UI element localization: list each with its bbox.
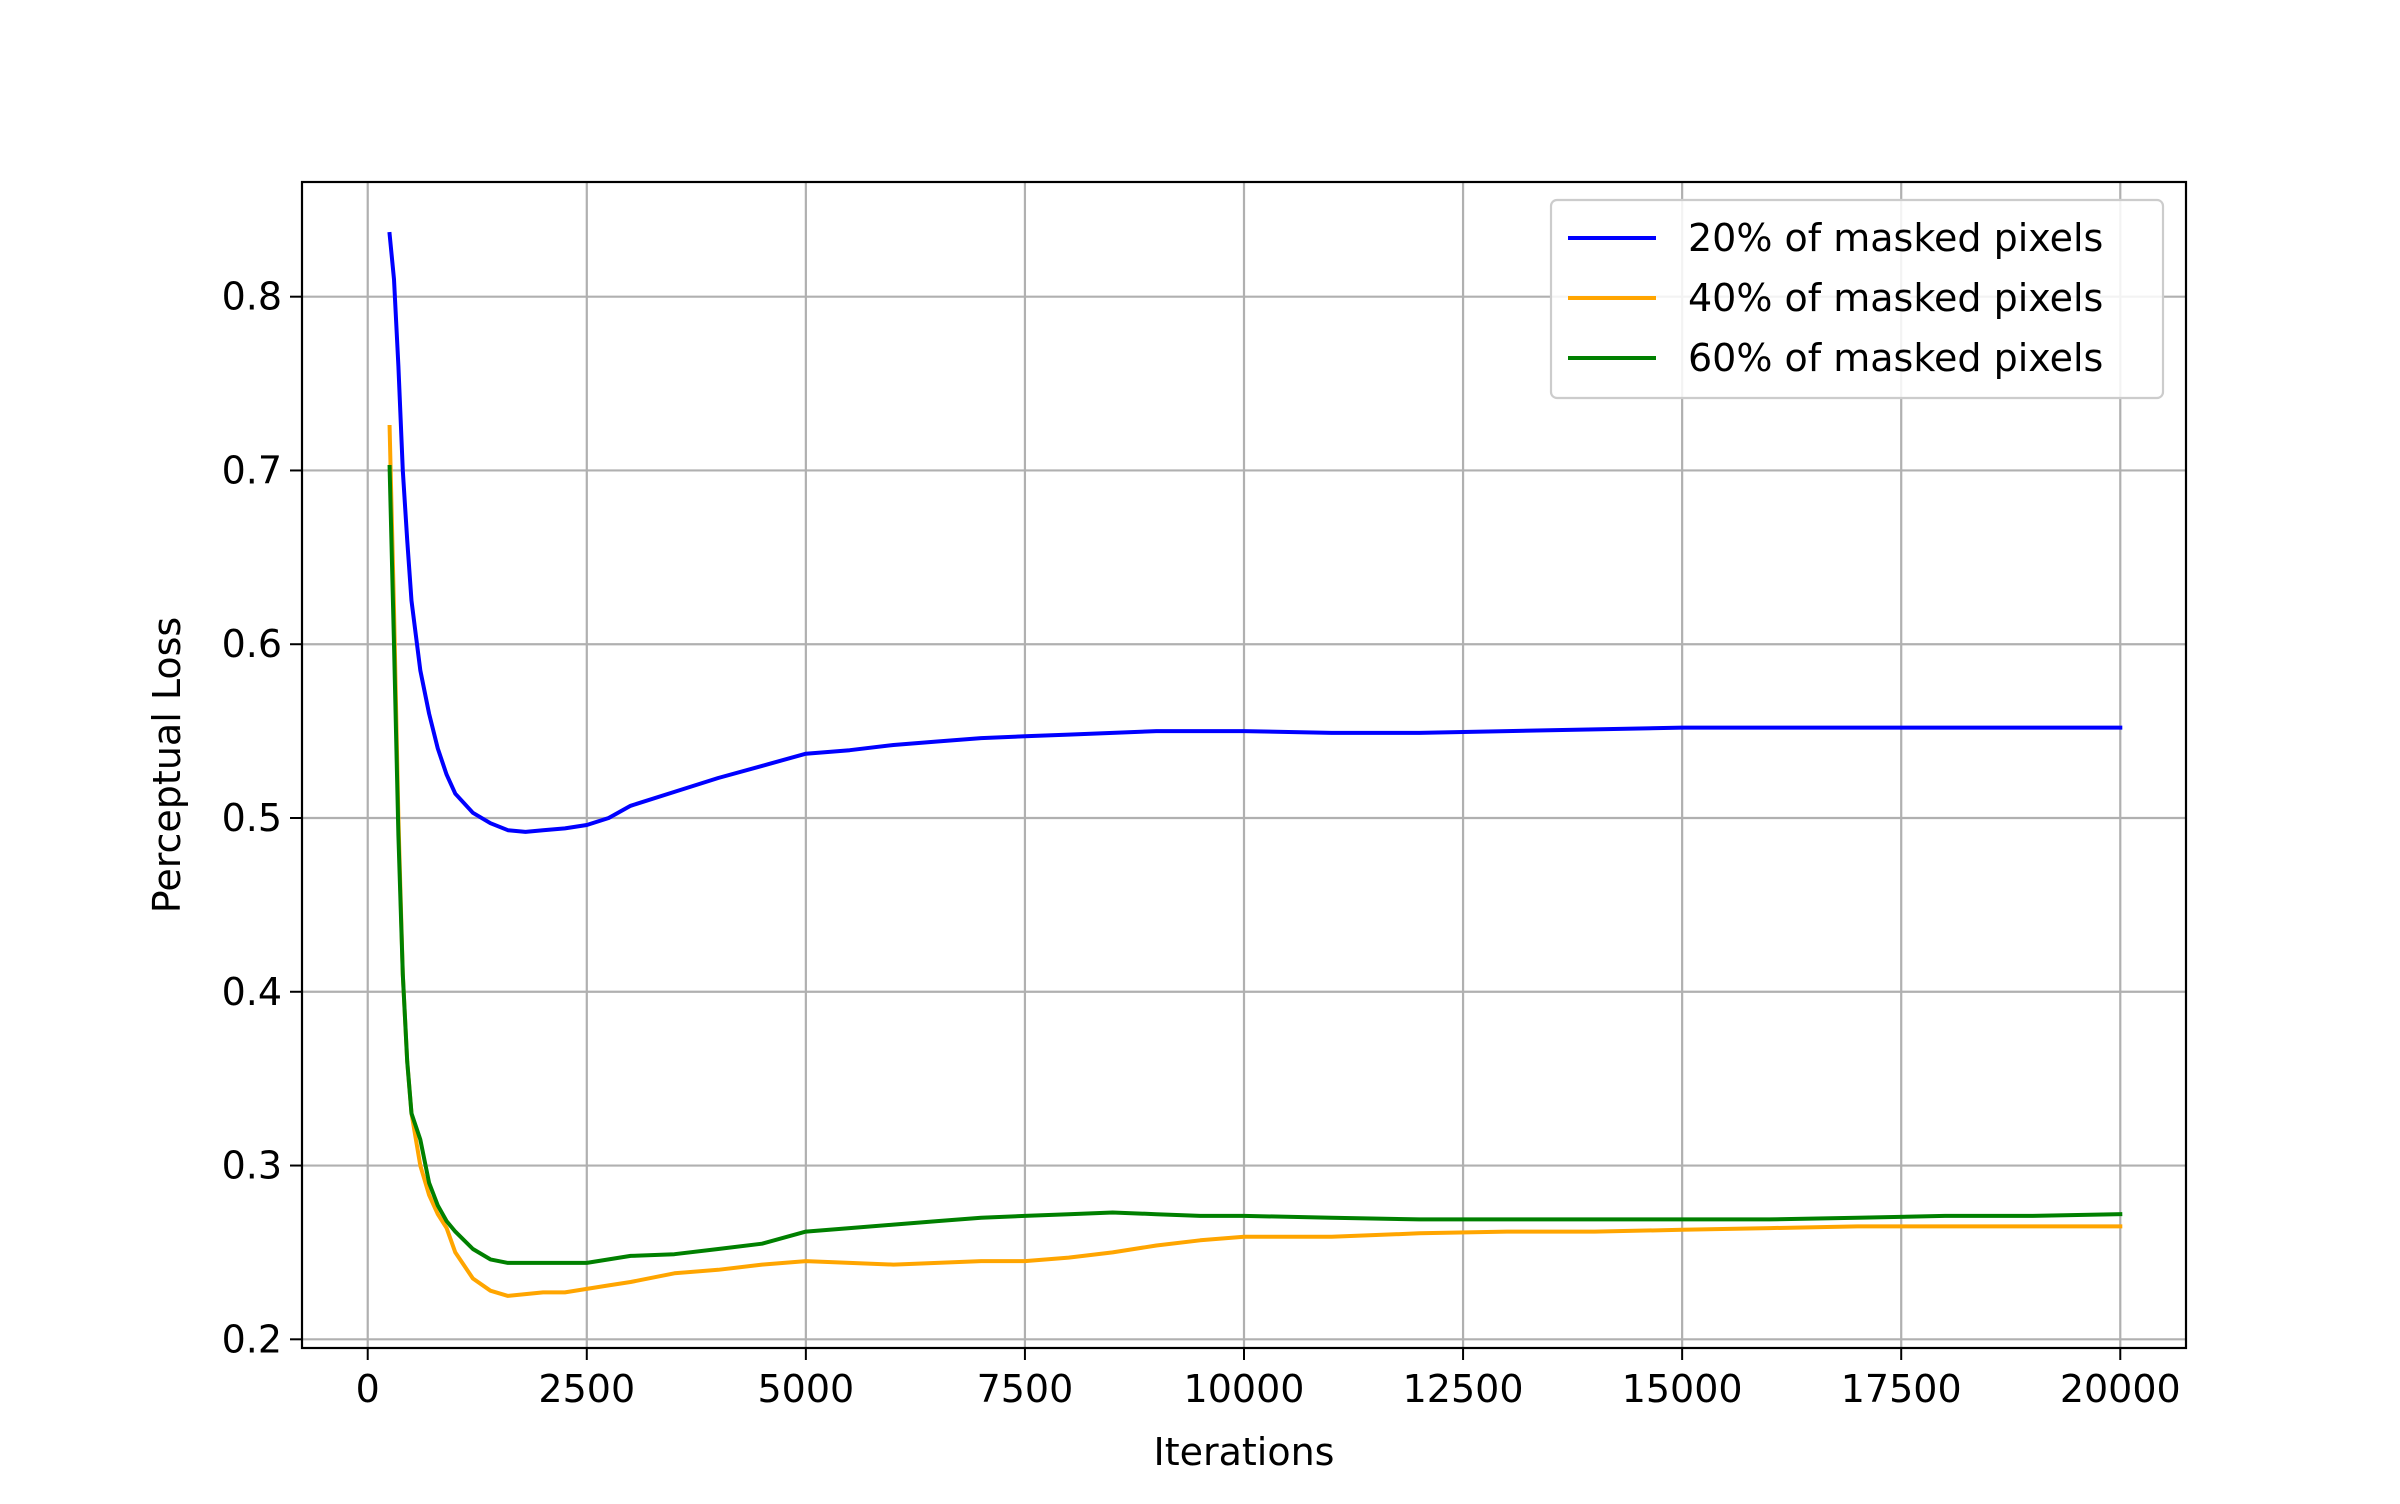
x-tick-label: 0 bbox=[356, 1367, 380, 1411]
x-axis-ticks: 0 2500 5000 7500 10000 12500 15000 17500 20000 bbox=[356, 1348, 2181, 1411]
x-tick-label: 20000 bbox=[2060, 1367, 2181, 1411]
y-axis-label: Perceptual Loss bbox=[145, 617, 189, 913]
series-line-2 bbox=[387, 424, 2123, 1298]
legend: 20% of masked pixels 40% of masked pixels… bbox=[1549, 198, 2165, 400]
legend-box bbox=[1549, 198, 2165, 400]
x-tick-label: 17500 bbox=[1841, 1367, 1962, 1411]
y-tick-label: 0.7 bbox=[222, 448, 282, 492]
y-tick-label: 0.5 bbox=[222, 796, 282, 840]
series-line-1 bbox=[387, 231, 2123, 834]
y-tick-label: 0.6 bbox=[222, 622, 282, 666]
legend-label-1: 20% of masked pixels bbox=[1688, 216, 2103, 260]
y-tick-label: 0.8 bbox=[222, 275, 282, 319]
x-tick-label: 2500 bbox=[538, 1367, 635, 1411]
y-tick-label: 0.3 bbox=[222, 1144, 282, 1188]
legend-items: 20% of masked pixels 40% of masked pixels… bbox=[1568, 216, 2103, 380]
x-tick-label: 7500 bbox=[977, 1367, 1074, 1411]
x-tick-label: 10000 bbox=[1184, 1367, 1305, 1411]
x-tick-label: 5000 bbox=[758, 1367, 855, 1411]
x-tick-label: 12500 bbox=[1403, 1367, 1524, 1411]
y-axis-ticks: 0.2 0.3 0.4 0.5 0.6 0.7 0.8 bbox=[222, 275, 302, 1361]
x-axis-label: Iterations bbox=[1154, 1430, 1335, 1474]
legend-label-3: 60% of masked pixels bbox=[1688, 336, 2103, 380]
series-lines bbox=[387, 231, 2123, 1298]
series-line-3 bbox=[387, 464, 2123, 1265]
y-tick-label: 0.2 bbox=[222, 1317, 282, 1361]
x-tick-label: 15000 bbox=[1622, 1367, 1743, 1411]
y-tick-label: 0.4 bbox=[222, 970, 282, 1014]
legend-label-2: 40% of masked pixels bbox=[1688, 276, 2103, 320]
